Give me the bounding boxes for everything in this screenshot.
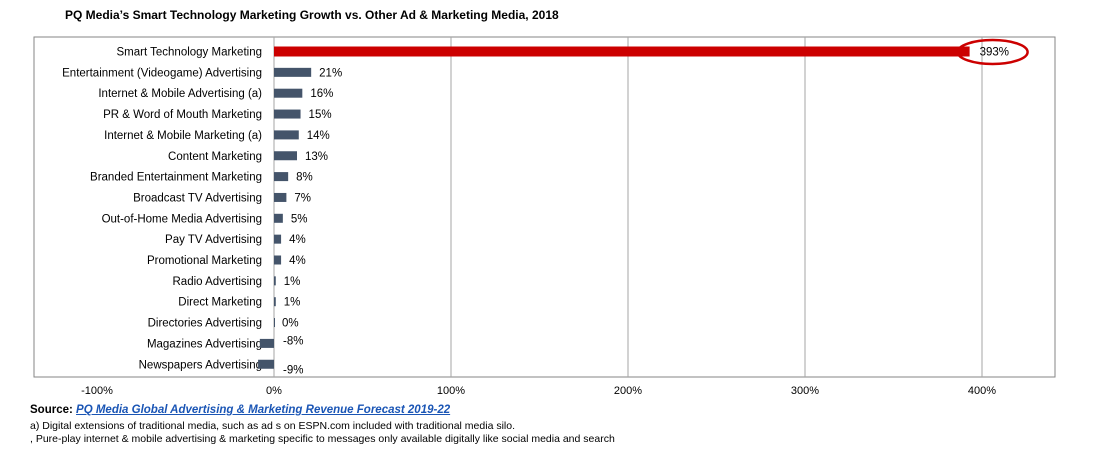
chart-title: PQ Media’s Smart Technology Marketing Gr… [65,8,559,22]
bar-8 [274,213,283,223]
x-tick-label-0: -100% [81,385,113,397]
category-label-11: Radio Advertising [173,276,263,288]
x-tick-label-1: 0% [266,385,282,397]
data-label-8: 5% [291,213,308,225]
bar-5 [274,151,298,161]
data-label-1: 21% [319,67,342,79]
bar-9 [274,234,282,244]
data-label-9: 4% [289,234,306,246]
x-tick-label-4: 300% [791,385,819,397]
category-label-1: Entertainment (Videogame) Advertising [62,67,262,79]
data-label-4: 14% [307,130,330,142]
data-label-15: -9% [283,364,303,376]
highlight-circle [956,38,1029,66]
bar-15 [258,359,274,369]
bar-14 [259,338,274,348]
data-label-6: 8% [296,172,313,184]
plot-frame [33,36,1056,378]
source-label: Source: [30,404,73,416]
category-label-9: Pay TV Advertising [165,234,262,246]
category-label-4: Internet & Mobile Marketing (a) [104,130,262,142]
category-label-10: Promotional Marketing [147,255,262,267]
category-label-8: Out-of-Home Media Advertising [102,213,262,225]
data-label-2: 16% [310,88,333,100]
bar-10 [274,255,282,265]
source-link[interactable]: PQ Media Global Advertising & Marketing … [76,404,451,416]
bar-0 [274,46,970,57]
data-label-12: 1% [284,297,301,309]
category-label-2: Internet & Mobile Advertising (a) [98,88,262,100]
category-label-6: Branded Entertainment Marketing [90,172,262,184]
bar-13 [274,318,275,328]
footnote-a: a) Digital extensions of traditional med… [30,420,515,432]
bar-4 [274,130,299,140]
bar-12 [274,297,276,307]
bar-6 [274,172,289,182]
bar-11 [274,276,276,286]
bar-chart: -100% 0% 100% 200% 300% 400% Smart Technology … [33,36,1056,397]
bar-3 [274,109,301,119]
category-label-13: Directories Advertising [148,318,262,330]
data-label-3: 15% [309,109,332,121]
footnote-b: , Pure-play internet & mobile advertisin… [30,433,615,445]
data-label-7: 7% [294,192,311,204]
category-label-7: Broadcast TV Advertising [133,192,262,204]
data-label-0: 393% [980,47,1009,59]
category-label-14: Magazines Advertising [147,338,262,350]
x-tick-label-5: 400% [968,385,996,397]
bar-2 [274,88,303,98]
data-label-10: 4% [289,255,306,267]
data-label-5: 13% [305,151,328,163]
category-label-0: Smart Technology Marketing [116,47,262,59]
x-tick-label-3: 200% [614,385,642,397]
data-label-13: 0% [282,318,299,330]
data-label-14: -8% [283,335,303,347]
category-label-3: PR & Word of Mouth Marketing [103,109,262,121]
data-label-11: 1% [284,276,301,288]
bar-7 [274,192,287,202]
bar-1 [274,67,312,77]
category-label-12: Direct Marketing [178,297,262,309]
x-tick-label-2: 100% [437,385,465,397]
category-label-15: Newspapers Advertising [139,359,262,371]
source-line: Source: PQ Media Global Advertising & Ma… [30,404,450,416]
category-label-5: Content Marketing [168,151,262,163]
